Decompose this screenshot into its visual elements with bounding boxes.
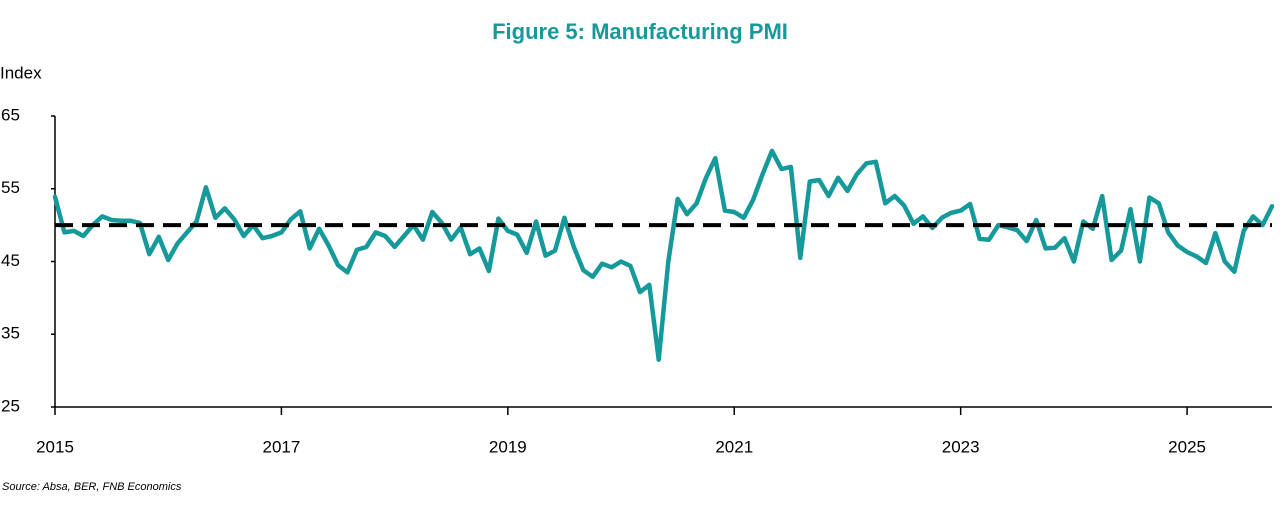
chart-title: Figure 5: Manufacturing PMI [492,19,788,44]
x-tick-label: 2021 [715,437,753,456]
data-line [52,148,1275,362]
x-tick-label: 2023 [942,437,980,456]
y-tick-label: 55 [1,178,20,197]
x-tick-label: 2019 [489,437,527,456]
x-tick-label: 2025 [1168,437,1206,456]
x-tick-label: 2017 [263,437,301,456]
y-tick-label: 65 [1,105,20,124]
y-tick-label: 45 [1,251,20,270]
y-axis-label: Index [0,63,42,82]
x-tick-label: 2015 [36,437,74,456]
y-tick-label: 35 [1,324,20,343]
source-note: Source: Absa, BER, FNB Economics [2,481,182,493]
y-tick-label: 25 [1,396,20,415]
